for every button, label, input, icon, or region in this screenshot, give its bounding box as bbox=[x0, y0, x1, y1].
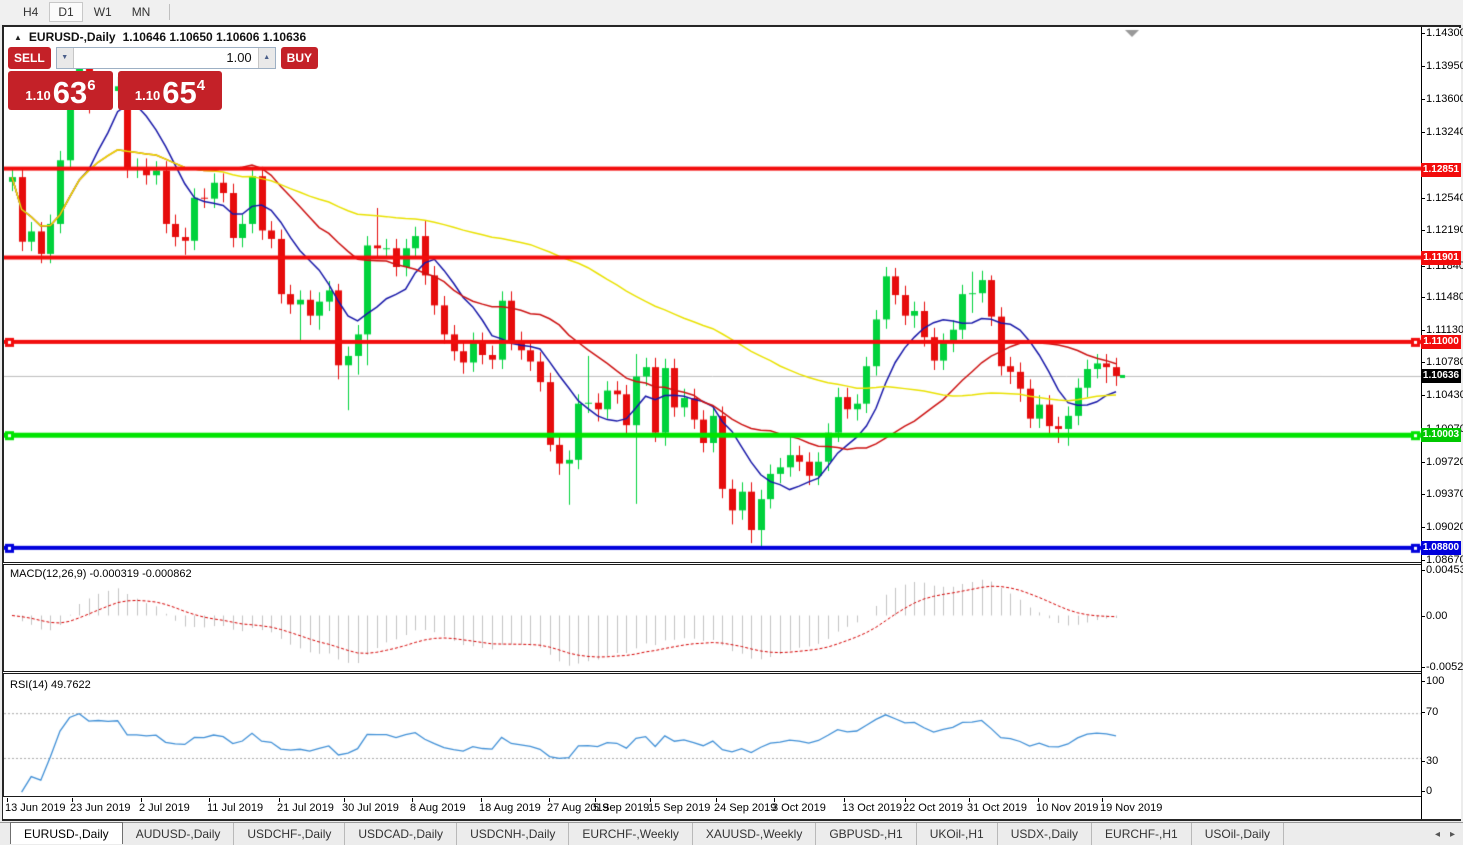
panel-separator[interactable] bbox=[3, 671, 1460, 674]
price-chart-canvas[interactable] bbox=[4, 28, 1421, 563]
tab-scroll-left-icon[interactable]: ◂ bbox=[1434, 829, 1440, 840]
volume-stepper: ▼ ▲ bbox=[55, 46, 276, 69]
chart-tab[interactable]: EURCHF-,Weekly bbox=[569, 823, 693, 845]
chart-tab[interactable]: USDCNH-,Daily bbox=[457, 823, 570, 845]
one-click-trading-panel: SELL ▼ ▲ BUY 1.10 63 6 1.10 65 4 bbox=[8, 46, 319, 110]
chart-tab[interactable]: USDCAD-,Daily bbox=[345, 823, 458, 845]
rsi-indicator-canvas[interactable] bbox=[4, 675, 1421, 797]
timeframe-button[interactable]: D1 bbox=[49, 2, 83, 22]
chart-tab-bar: EURUSD-,Daily AUDUSD-,Daily USDCHF-,Daily U… bbox=[0, 822, 1463, 845]
timeframe-button[interactable]: H4 bbox=[14, 2, 47, 22]
price-level-tag[interactable]: 1.12851 bbox=[1421, 163, 1461, 177]
chart-tab[interactable]: USOil-,Daily bbox=[1192, 823, 1285, 845]
volume-increase-button[interactable]: ▲ bbox=[257, 47, 275, 68]
chart-tab[interactable]: USDX-,Daily bbox=[998, 823, 1093, 845]
buy-button[interactable]: BUY bbox=[280, 46, 319, 69]
volume-input[interactable] bbox=[73, 47, 258, 68]
chevron-down-icon: ▼ bbox=[61, 54, 69, 61]
chevron-up-icon: ▲ bbox=[263, 54, 271, 61]
time-axis[interactable] bbox=[3, 798, 1421, 819]
chart-tab[interactable]: XAUUSD-,Weekly bbox=[693, 823, 817, 845]
price-level-tag[interactable]: 1.11000 bbox=[1421, 335, 1461, 349]
buy-price-prefix: 1.10 bbox=[134, 88, 161, 103]
macd-label: MACD(12,26,9) -0.000319 -0.000862 bbox=[10, 568, 192, 580]
sell-price-big-digits: 63 bbox=[52, 75, 88, 110]
tab-scroll-right-icon[interactable]: ▸ bbox=[1449, 829, 1455, 840]
macd-indicator-canvas[interactable] bbox=[4, 566, 1421, 672]
price-level-tag[interactable]: 1.08800 bbox=[1421, 541, 1461, 555]
price-axis[interactable] bbox=[1422, 28, 1461, 819]
buy-price-display[interactable]: 1.10 65 4 bbox=[118, 71, 222, 110]
price-level-tag[interactable]: 1.10636 bbox=[1421, 369, 1461, 383]
sell-button[interactable]: SELL bbox=[8, 46, 51, 69]
timeframe-button[interactable]: W1 bbox=[85, 2, 121, 22]
chart-tab[interactable]: AUDUSD-,Daily bbox=[123, 823, 235, 845]
chart-tab[interactable]: GBPUSD-,H1 bbox=[816, 823, 917, 845]
sell-price-display[interactable]: 1.10 63 6 bbox=[8, 71, 113, 110]
buy-price-big-digits: 65 bbox=[162, 75, 197, 110]
chart-tab[interactable]: EURCHF-,H1 bbox=[1092, 823, 1192, 845]
timeframe-button[interactable]: MN bbox=[123, 2, 160, 22]
buy-price-pip-digit: 4 bbox=[196, 77, 206, 94]
collapse-triangle-icon[interactable]: ▲ bbox=[14, 32, 22, 42]
chart-tab[interactable]: USDCHF-,Daily bbox=[234, 823, 346, 845]
chart-symbol-label: EURUSD-,Daily bbox=[28, 30, 116, 44]
volume-decrease-button[interactable]: ▼ bbox=[56, 47, 74, 68]
rsi-label: RSI(14) 49.7622 bbox=[10, 679, 91, 691]
toolbar-separator bbox=[169, 4, 171, 20]
price-level-tag[interactable]: 1.11901 bbox=[1421, 251, 1461, 265]
axis-border-line bbox=[1421, 27, 1422, 819]
chart-tab[interactable]: EURUSD-,Daily bbox=[10, 822, 123, 844]
chart-title: ▲ EURUSD-,Daily 1.10646 1.10650 1.10606 … bbox=[14, 30, 306, 44]
timeframe-toolbar: H4 D1 W1 MN bbox=[0, 0, 1463, 24]
sell-price-prefix: 1.10 bbox=[25, 88, 51, 103]
sell-price-pip-digit: 6 bbox=[87, 77, 96, 94]
price-level-tag[interactable]: 1.10003 bbox=[1421, 428, 1461, 442]
chart-tab[interactable]: UKOil-,H1 bbox=[917, 823, 998, 845]
chart-ohlc-values: 1.10646 1.10650 1.10606 1.10636 bbox=[122, 30, 307, 44]
panel-separator[interactable] bbox=[3, 562, 1460, 565]
